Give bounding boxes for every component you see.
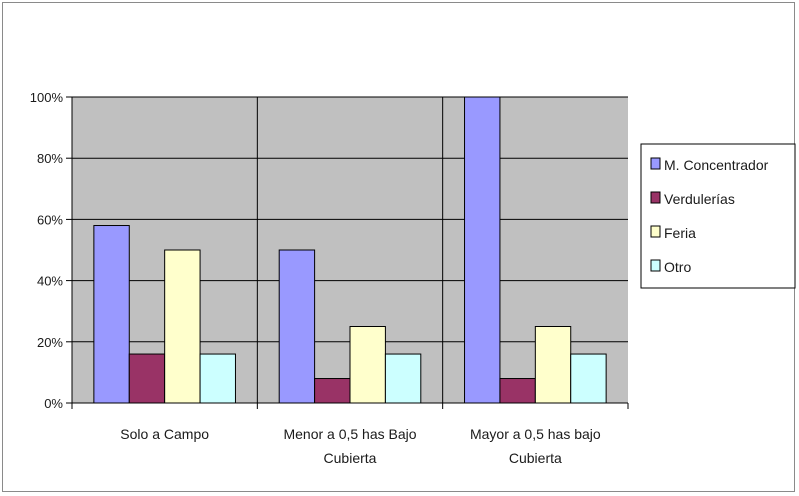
bar	[128, 353, 166, 404]
bar	[314, 378, 351, 404]
bar	[278, 249, 316, 404]
y-tick-label: 20%	[37, 335, 63, 350]
x-category-label: Cubierta	[509, 450, 562, 466]
x-category-label: Mayor a 0,5 has bajo	[470, 426, 601, 442]
x-axis-categories: Solo a Campo Menor a 0,5 has Bajo Cubierta…	[120, 426, 601, 466]
legend-label: Verdulerías	[664, 191, 735, 207]
bar	[199, 353, 236, 404]
y-tick-label: 40%	[37, 274, 63, 289]
bar	[164, 249, 201, 404]
bar	[349, 326, 386, 404]
y-axis-ticks: 0% 20% 40% 60% 80% 100%	[30, 90, 64, 411]
legend-label: Feria	[664, 225, 696, 241]
bar	[384, 353, 422, 404]
legend-swatch	[650, 225, 661, 238]
y-tick-label: 100%	[30, 90, 64, 105]
axes	[66, 96, 629, 409]
bar	[93, 225, 130, 404]
x-category-label: Solo a Campo	[120, 426, 209, 442]
bar	[499, 378, 536, 404]
y-tick-label: 0%	[44, 396, 63, 411]
legend-box	[640, 143, 796, 289]
x-category-label: Menor a 0,5 has Bajo	[283, 426, 416, 442]
legend-swatch	[650, 259, 661, 272]
legend-swatch	[650, 157, 661, 170]
x-category-label: Cubierta	[324, 450, 377, 466]
legend-label: Otro	[664, 259, 691, 275]
y-tick-label: 80%	[37, 151, 63, 166]
legend: M. Concentrador Verdulerías Feria Otro	[640, 143, 796, 289]
legend-label: M. Concentrador	[664, 157, 769, 173]
bar	[570, 353, 607, 404]
bars	[93, 96, 607, 404]
y-tick-label: 60%	[37, 212, 63, 227]
legend-swatch	[650, 191, 661, 204]
bar	[464, 96, 501, 404]
bar	[534, 326, 572, 404]
